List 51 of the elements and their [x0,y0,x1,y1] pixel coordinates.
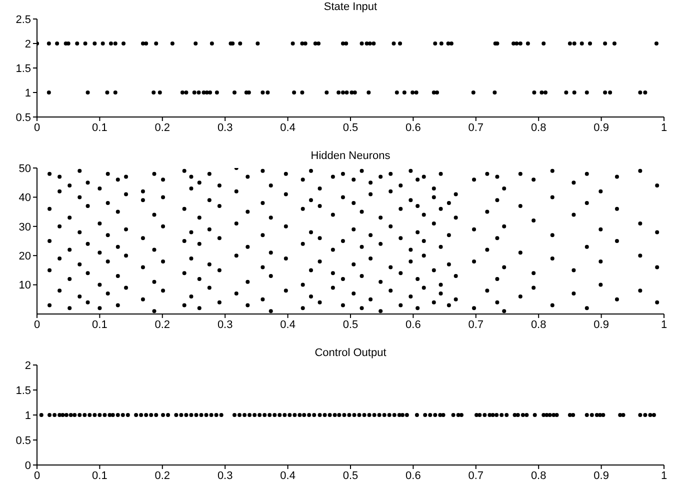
x-tick-label: 0.3 [217,318,233,331]
x-tick-label: 0.4 [280,122,296,134]
chart-title: Hidden Neurons [310,149,392,164]
x-tick-label: 0.7 [468,318,484,331]
y-tick-label: 10 [18,280,31,292]
x-tick-label: 0.4 [280,318,296,331]
x-tick-label: 0.2 [154,122,170,134]
y-tick-label: 0.5 [16,112,31,124]
x-tick-label: 0.7 [468,122,484,134]
x-tick-label: 0 [34,318,40,331]
y-tick-label: 1.5 [16,384,31,397]
y-tick-label: 1.5 [16,62,31,75]
x-tick-label: 0.6 [406,318,421,331]
x-tick-label: 0.4 [280,470,296,482]
x-tick-label: 0.8 [530,470,546,482]
y-tick-label: 2 [24,360,31,372]
y-tick-label: 20 [18,250,31,263]
x-tick-label: 1 [660,470,668,482]
x-tick-label: 0.6 [406,122,421,134]
x-tick-label: 0.5 [342,318,358,331]
x-tick-label: 0.9 [594,122,609,134]
x-tick-label: 0.2 [154,470,170,482]
x-tick-label: 0.5 [342,470,358,482]
x-tick-label: 0.8 [530,122,546,134]
x-tick-label: 0.7 [468,470,484,482]
x-tick-label: 0.1 [92,318,108,331]
x-tick-label: 0.3 [217,122,233,134]
x-tick-label: 0.6 [406,470,421,482]
y-tick-label: 40 [18,192,31,204]
y-tick-label: 30 [18,221,31,234]
chart-title: State Input [322,0,378,15]
x-tick-label: 0.1 [92,122,108,134]
y-tick-label: 0.5 [16,434,31,447]
x-tick-label: 0.2 [154,318,170,331]
x-tick-label: 0.8 [530,318,546,331]
x-tick-label: 0.9 [594,470,609,482]
x-tick-label: 1 [660,318,668,331]
y-tick-label: 2.5 [16,14,31,26]
y-tick-label: 2 [24,38,31,50]
x-tick-label: 0.9 [594,318,609,331]
x-tick-label: 0 [34,470,40,482]
y-tick-label: 0 [24,460,31,472]
y-tick-label: 1 [24,410,31,422]
x-tick-label: 0 [34,122,40,134]
x-tick-label: 0.5 [342,122,358,134]
x-tick-label: 0.1 [92,470,108,482]
y-tick-label: 50 [18,162,31,175]
y-tick-label: 1 [24,87,31,100]
x-tick-label: 1 [660,122,668,134]
chart-title: Control Output [314,346,388,361]
x-tick-label: 0.3 [217,470,233,482]
